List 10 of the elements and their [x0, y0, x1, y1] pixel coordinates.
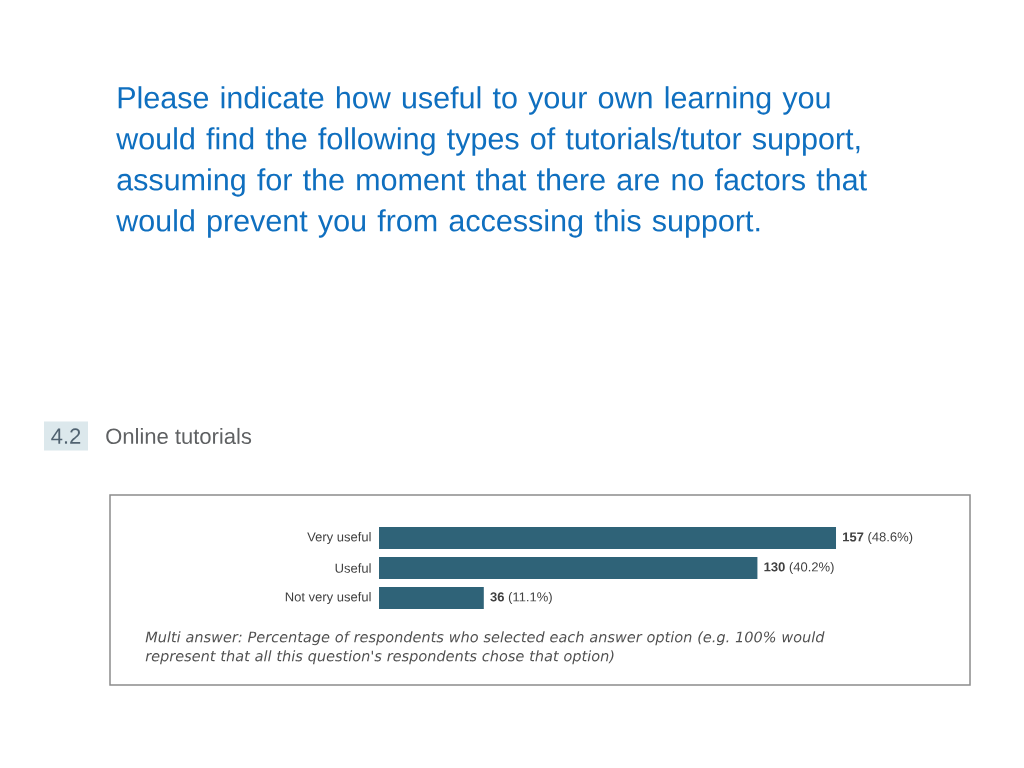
text: 4.2 [51, 428, 81, 444]
data-label: 130 (40.2%) [764, 561, 834, 575]
text: Multi answer: Percentage of respondents who selected each answer option (e.g. 100% would represent that all this question's respondents chose that option) [145, 631, 825, 665]
y-tick-label: Very useful [307, 531, 371, 545]
text: Online tutorials [106, 427, 252, 445]
data-label: 36 (11.1%) [490, 591, 552, 605]
data-label: 157 (48.6%) [843, 531, 913, 545]
y-tick-label: Not very useful [285, 591, 371, 605]
y-tick-label: Useful [335, 563, 371, 573]
chart-title: Please indicate how useful to your own learning you would find the following types of tutorials/tutor support, assuming for the moment that there are no factors that would prevent you from accessing this support. [116, 86, 867, 238]
